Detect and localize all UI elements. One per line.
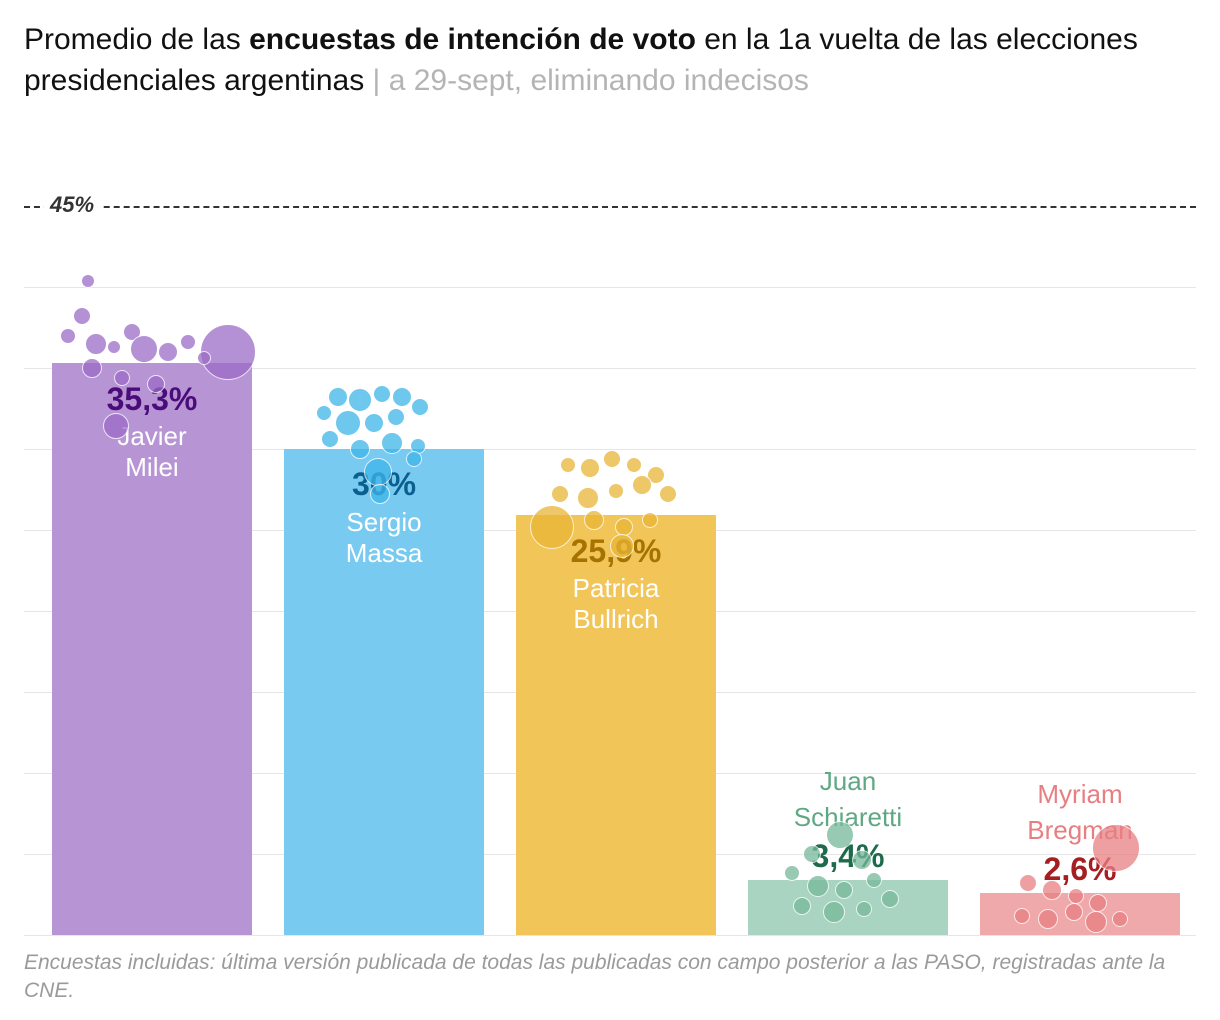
- candidate-name-line: Bullrich: [516, 604, 716, 635]
- candidate-label: Myriam Bregman 2,6%: [980, 775, 1180, 887]
- title-bold: encuestas de intención de voto: [249, 23, 696, 56]
- candidate-name-line: Bregman: [980, 815, 1180, 846]
- title-pre: Promedio de las: [24, 23, 249, 56]
- bars-layer: 35,3% JavierMilei 30% SergioMassa 25,9% Patri…: [52, 125, 1196, 935]
- title-sep: |: [364, 64, 388, 97]
- candidate-label: 25,9% PatriciaBullrich: [516, 534, 716, 636]
- candidate-name-line: Javier: [52, 421, 252, 452]
- value-label: 3,4%: [748, 839, 948, 874]
- candidate-label: 35,3% JavierMilei: [52, 382, 252, 484]
- value-label: 30%: [284, 467, 484, 502]
- bar: [980, 893, 1180, 935]
- candidate-name-line: Juan: [748, 766, 948, 797]
- candidate-label: Juan Schiaretti 3,4%: [748, 762, 948, 874]
- candidate-name-line: Schiaretti: [748, 802, 948, 833]
- candidate-name-line: Milei: [52, 452, 252, 483]
- value-label: 25,9%: [516, 534, 716, 569]
- candidate-name-line: Massa: [284, 538, 484, 569]
- chart-footnote: Encuestas incluidas: última versión publ…: [24, 949, 1196, 1006]
- bar: [748, 880, 948, 935]
- chart-area: 45%35,3%JavierMilei30%SergioMassa25,9%Pa…: [24, 125, 1196, 935]
- candidate-name-line: Patricia: [516, 573, 716, 604]
- chart-title: Promedio de las encuestas de intención d…: [24, 20, 1196, 101]
- gridline: [24, 935, 1196, 936]
- candidate-name-line: Sergio: [284, 507, 484, 538]
- value-label: 35,3%: [52, 382, 252, 417]
- candidate-label: 30% SergioMassa: [284, 467, 484, 569]
- plot-area: 45%35,3%JavierMilei30%SergioMassa25,9%Pa…: [24, 125, 1196, 935]
- candidate-name-line: Myriam: [980, 779, 1180, 810]
- title-sub: a 29-sept, eliminando indecisos: [389, 64, 809, 97]
- value-label: 2,6%: [980, 852, 1180, 887]
